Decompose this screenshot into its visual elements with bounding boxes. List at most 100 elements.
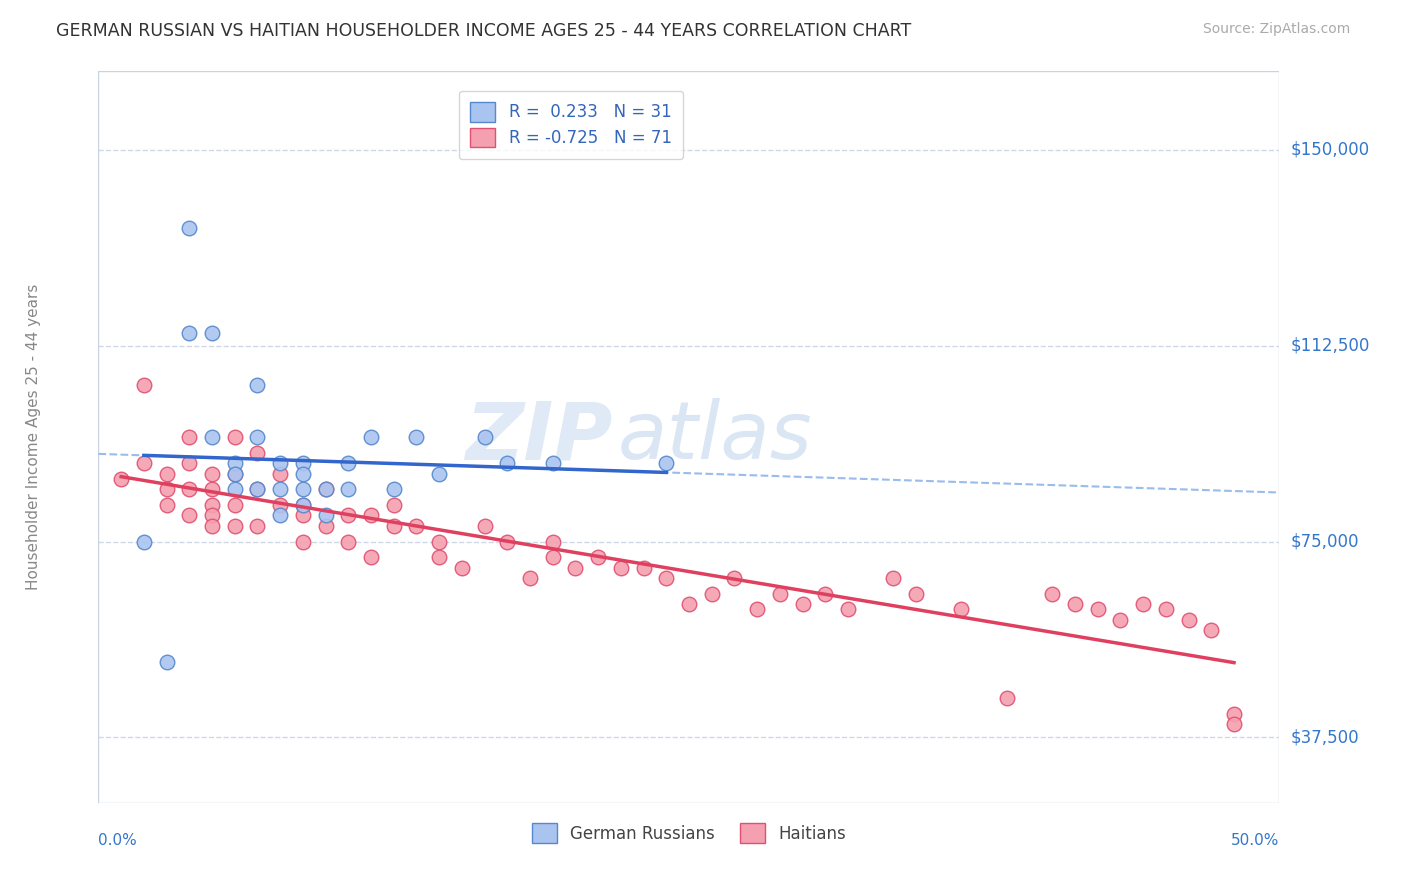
Text: Householder Income Ages 25 - 44 years: Householder Income Ages 25 - 44 years [25, 284, 41, 591]
Point [224, 456, 246, 470]
Point [382, 519, 405, 533]
Point [315, 483, 337, 497]
Point [246, 377, 269, 392]
Point [291, 467, 314, 481]
Text: ZIP: ZIP [465, 398, 612, 476]
Point [155, 498, 177, 512]
Point [1201, 624, 1223, 638]
Point [179, 430, 201, 444]
Point [633, 560, 655, 574]
Point [179, 508, 201, 523]
Point [179, 483, 201, 497]
Text: GERMAN RUSSIAN VS HAITIAN HOUSEHOLDER INCOME AGES 25 - 44 YEARS CORRELATION CHAR: GERMAN RUSSIAN VS HAITIAN HOUSEHOLDER IN… [56, 22, 911, 40]
Point [474, 430, 496, 444]
Point [792, 597, 814, 611]
Point [427, 467, 450, 481]
Point [337, 534, 360, 549]
Point [155, 655, 177, 669]
Point [360, 550, 382, 565]
Point [1177, 613, 1199, 627]
Text: atlas: atlas [619, 398, 813, 476]
Point [269, 508, 291, 523]
Point [586, 550, 609, 565]
Point [700, 587, 723, 601]
Point [201, 430, 224, 444]
Point [564, 560, 586, 574]
Point [246, 430, 269, 444]
Point [723, 571, 745, 585]
Point [224, 467, 246, 481]
Text: 50.0%: 50.0% [1232, 833, 1279, 848]
Point [246, 483, 269, 497]
Point [201, 467, 224, 481]
Point [337, 483, 360, 497]
Point [224, 483, 246, 497]
Point [155, 483, 177, 497]
Point [179, 456, 201, 470]
Point [179, 326, 201, 340]
Point [224, 519, 246, 533]
Point [132, 456, 155, 470]
Point [201, 498, 224, 512]
Point [474, 519, 496, 533]
Point [224, 498, 246, 512]
Point [496, 534, 519, 549]
Point [1154, 602, 1177, 616]
Point [224, 467, 246, 481]
Point [201, 483, 224, 497]
Point [269, 483, 291, 497]
Point [224, 430, 246, 444]
Point [1064, 597, 1087, 611]
Text: 0.0%: 0.0% [98, 833, 138, 848]
Point [382, 483, 405, 497]
Point [745, 602, 768, 616]
Point [315, 519, 337, 533]
Point [201, 326, 224, 340]
Point [541, 550, 564, 565]
Point [291, 508, 314, 523]
Point [427, 534, 450, 549]
Point [201, 519, 224, 533]
Point [269, 456, 291, 470]
Point [179, 221, 201, 235]
Point [950, 602, 973, 616]
Point [201, 508, 224, 523]
Point [337, 456, 360, 470]
Point [655, 456, 678, 470]
Point [291, 456, 314, 470]
Point [882, 571, 904, 585]
Point [291, 498, 314, 512]
Point [246, 446, 269, 460]
Point [269, 498, 291, 512]
Point [155, 467, 177, 481]
Point [246, 519, 269, 533]
Point [610, 560, 633, 574]
Point [360, 508, 382, 523]
Point [405, 430, 427, 444]
Point [837, 602, 859, 616]
Point [1223, 706, 1246, 721]
Point [1132, 597, 1154, 611]
Point [246, 483, 269, 497]
Point [291, 498, 314, 512]
Point [1040, 587, 1063, 601]
Point [382, 498, 405, 512]
Point [678, 597, 700, 611]
Point [360, 430, 382, 444]
Point [905, 587, 928, 601]
Point [1109, 613, 1132, 627]
Point [110, 472, 132, 486]
Text: $37,500: $37,500 [1291, 729, 1360, 747]
Point [814, 587, 837, 601]
Text: $75,000: $75,000 [1291, 533, 1360, 550]
Point [337, 508, 360, 523]
Point [427, 550, 450, 565]
Point [541, 456, 564, 470]
Point [995, 691, 1018, 706]
Point [496, 456, 519, 470]
Point [769, 587, 792, 601]
Point [519, 571, 541, 585]
Point [1087, 602, 1109, 616]
Text: Source: ZipAtlas.com: Source: ZipAtlas.com [1202, 22, 1350, 37]
Point [291, 483, 314, 497]
